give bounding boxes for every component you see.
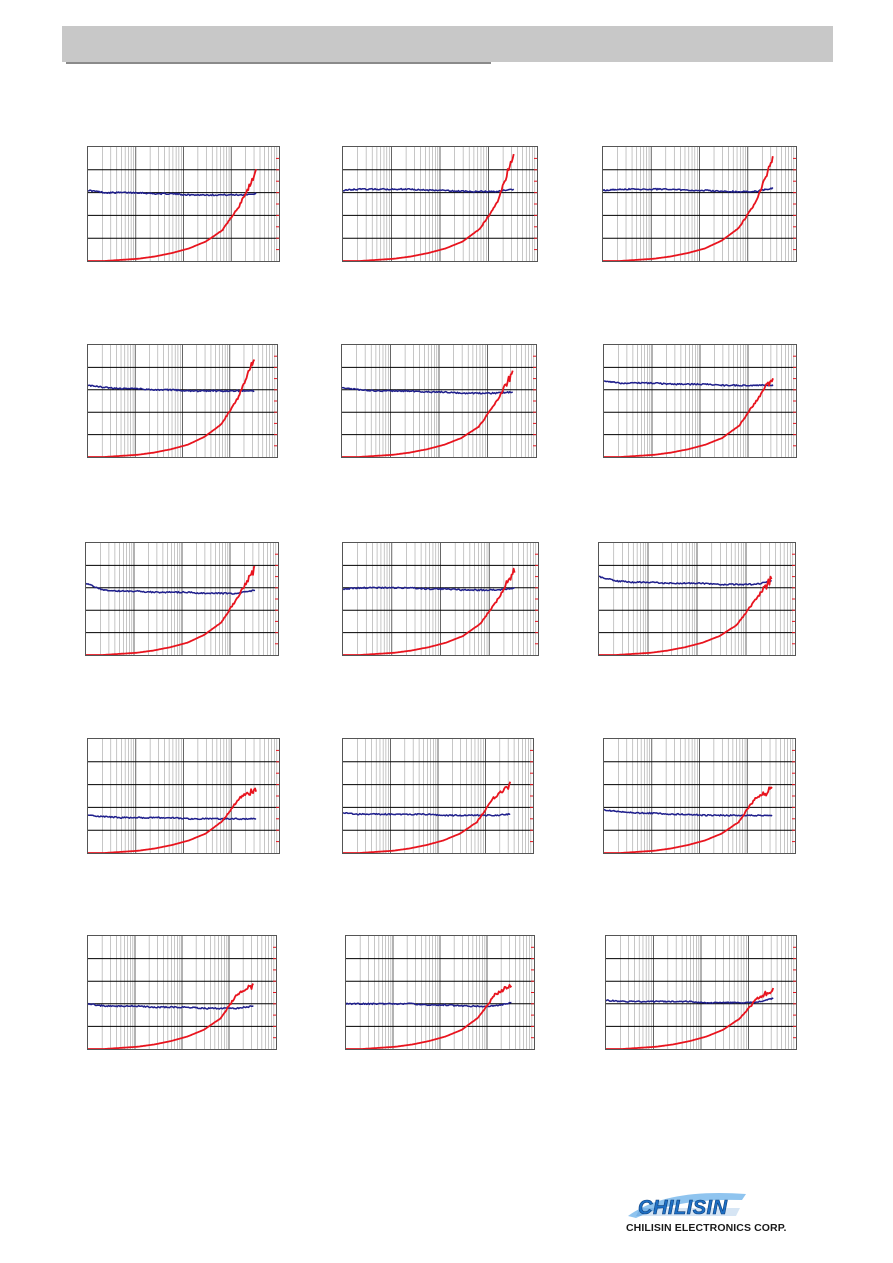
- horizontal-grid: [343, 169, 537, 239]
- horizontal-grid: [604, 761, 795, 831]
- horizontal-grid: [88, 958, 276, 1027]
- page-header-bar: [62, 26, 833, 62]
- series-a-line: [604, 380, 774, 387]
- right-axis-ticks: [276, 157, 279, 251]
- right-axis-ticks: [534, 157, 537, 251]
- series-b-line: [606, 987, 775, 1049]
- series-b-line: [599, 575, 773, 655]
- series-b-line: [86, 565, 256, 655]
- chart-13: [87, 935, 277, 1050]
- horizontal-grid: [603, 169, 796, 239]
- series-a-line: [343, 586, 515, 592]
- series-b-line: [88, 983, 254, 1049]
- chart-15: [605, 935, 797, 1050]
- series-a-line: [88, 1002, 254, 1010]
- series-b-line: [88, 787, 257, 853]
- vertical-grid: [618, 345, 795, 457]
- chart-2: [342, 146, 538, 262]
- series-b-line: [604, 786, 773, 853]
- right-axis-ticks: [535, 553, 538, 645]
- horizontal-grid: [88, 761, 279, 831]
- right-axis-ticks: [273, 946, 276, 1039]
- vertical-grid: [613, 543, 794, 655]
- series-b-line: [88, 168, 257, 261]
- series-b-line: [342, 370, 514, 457]
- vertical-grid: [102, 147, 278, 261]
- chart-9: [598, 542, 796, 656]
- right-axis-ticks: [530, 749, 533, 843]
- vertical-grid: [102, 739, 278, 853]
- right-axis-ticks: [275, 553, 278, 645]
- chart-10: [87, 738, 280, 854]
- horizontal-grid: [606, 958, 796, 1027]
- chart-8: [342, 542, 539, 656]
- chart-11: [342, 738, 534, 854]
- series-a-line: [343, 187, 515, 193]
- vertical-grid: [356, 345, 535, 457]
- chart-6: [603, 344, 797, 458]
- horizontal-grid: [88, 366, 277, 436]
- series-b-line: [88, 359, 256, 457]
- right-axis-ticks: [276, 749, 279, 843]
- chilisin-logo-mark: CHILISIN: [628, 1192, 746, 1219]
- series-a-line: [342, 386, 514, 395]
- horizontal-grid: [86, 564, 278, 634]
- right-axis-ticks: [531, 946, 534, 1039]
- right-axis-ticks: [793, 355, 796, 447]
- chart-3: [602, 146, 797, 262]
- series-a-line: [88, 814, 257, 821]
- series-a-line: [603, 187, 774, 193]
- series-b-line: [346, 984, 513, 1049]
- company-name: CHILISIN ELECTRONICS CORP.: [626, 1222, 787, 1234]
- series-b-line: [604, 378, 774, 457]
- right-axis-ticks: [793, 946, 796, 1039]
- right-axis-ticks: [792, 749, 795, 843]
- series-b-line: [343, 781, 512, 853]
- series-b-line: [343, 153, 515, 261]
- chart-14: [345, 935, 535, 1050]
- series-a-line: [88, 189, 257, 197]
- horizontal-grid: [343, 761, 533, 831]
- vertical-grid: [617, 147, 795, 261]
- right-axis-ticks: [533, 355, 536, 447]
- chart-7: [85, 542, 279, 656]
- vertical-grid: [359, 936, 533, 1049]
- company-logo: CHILISIN CHILISIN ELECTRONICS CORP.: [626, 1186, 826, 1238]
- chart-12: [603, 738, 796, 854]
- vertical-grid: [101, 936, 275, 1049]
- chart-4: [87, 344, 278, 458]
- series-b-line: [343, 567, 516, 655]
- vertical-grid: [100, 543, 277, 655]
- horizontal-grid: [604, 366, 796, 436]
- right-axis-ticks: [793, 157, 796, 251]
- chart-1: [87, 146, 280, 262]
- right-axis-ticks: [792, 553, 795, 645]
- chart-5: [341, 344, 537, 458]
- vertical-grid: [357, 147, 536, 261]
- logo-wordmark: CHILISIN: [638, 1197, 728, 1219]
- right-axis-ticks: [274, 355, 277, 447]
- vertical-grid: [101, 345, 276, 457]
- series-a-line: [606, 997, 774, 1005]
- series-b-line: [603, 156, 774, 261]
- vertical-grid: [356, 739, 532, 853]
- vertical-grid: [357, 543, 537, 655]
- series-a-line: [86, 582, 256, 595]
- series-a-line: [88, 384, 255, 393]
- series-a-line: [346, 1001, 512, 1008]
- page-header-rule: [66, 62, 491, 64]
- series-a-line: [599, 575, 773, 586]
